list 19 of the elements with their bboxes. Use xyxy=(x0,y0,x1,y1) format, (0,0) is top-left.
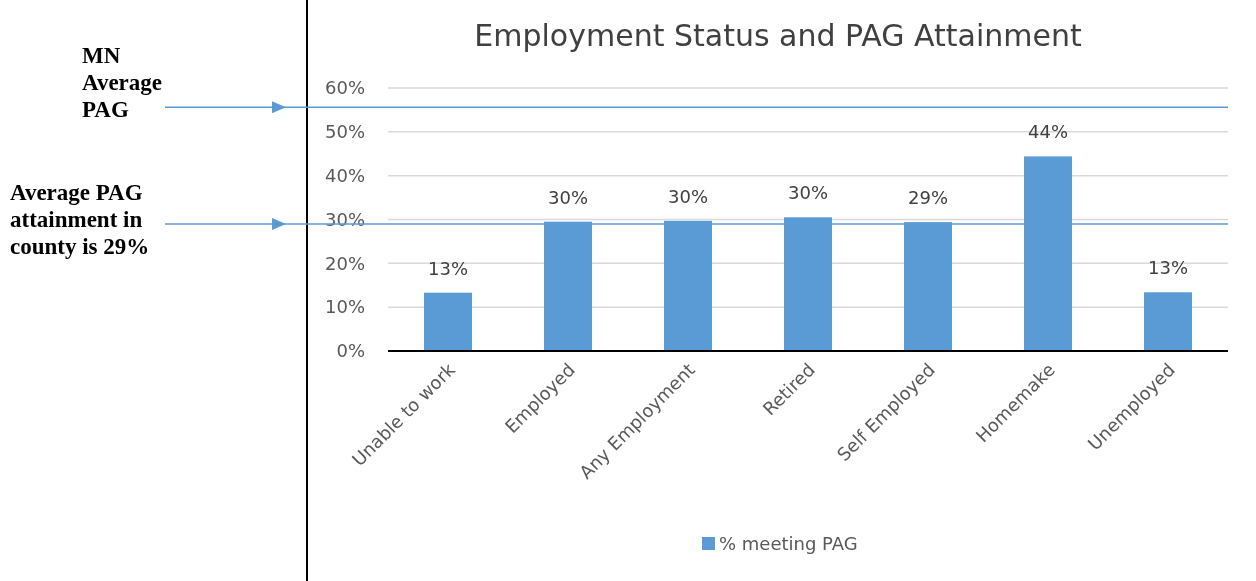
legend-label: % meeting PAG xyxy=(719,533,858,555)
y-tick-label: 0% xyxy=(336,340,365,362)
data-label: 13% xyxy=(427,257,469,279)
chart-title: Employment Status and PAG Attainment xyxy=(474,18,1082,53)
y-tick-label: 50% xyxy=(324,121,365,143)
data-label: 30% xyxy=(547,186,589,208)
ref-line-label: Average PAG attainment in county is 29% xyxy=(10,179,150,259)
y-tick-label: 20% xyxy=(324,252,365,274)
y-tick-label: 40% xyxy=(324,164,365,186)
data-label: 29% xyxy=(907,187,949,209)
y-tick-label: 60% xyxy=(324,77,365,99)
bar xyxy=(1144,292,1192,351)
data-label: 30% xyxy=(667,185,709,207)
data-label: 30% xyxy=(787,182,829,204)
y-tick-label: 10% xyxy=(324,296,365,318)
data-label: 13% xyxy=(1147,257,1189,279)
bar xyxy=(424,292,472,351)
ref-line-label: MN Average PAG xyxy=(82,43,163,123)
data-label: 44% xyxy=(1027,121,1069,143)
